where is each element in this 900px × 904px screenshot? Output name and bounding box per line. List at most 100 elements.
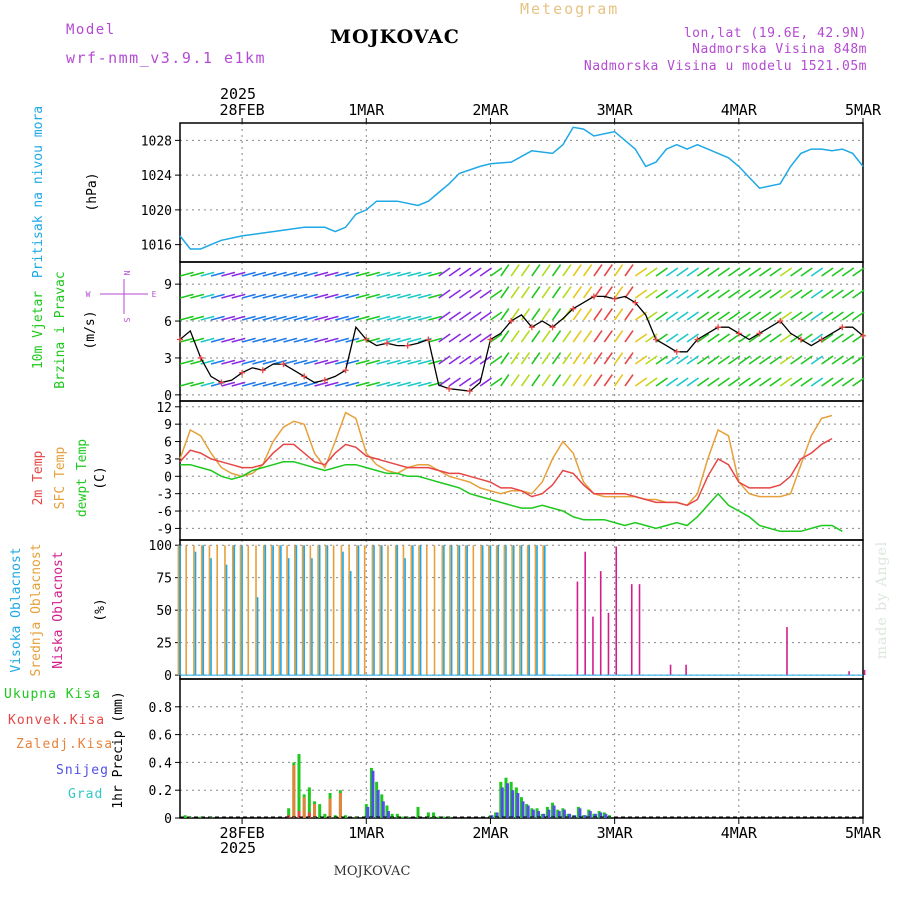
wind-gust-marker [590,293,597,300]
wind-barb [179,293,194,299]
wind-barb [241,271,256,277]
wind-barb [303,337,318,343]
wind-barb [438,377,451,387]
y-tick-label: 100 [149,539,172,554]
y-tick-label: 25 [156,637,172,652]
wind-barb [397,315,412,321]
wind-gust-marker [259,367,266,374]
wind-barb [759,377,772,387]
wind-barb [696,267,710,277]
wind-barb [759,311,772,321]
wind-barb [634,267,648,277]
wind-barb [179,271,194,277]
wind-barb [717,333,731,343]
wind-barb [593,264,603,277]
compass-south: S [122,318,131,323]
wind-barb [293,359,308,365]
wind-barb [593,374,603,387]
panel-pressure: 1016 1020 1024 1028 [141,122,864,263]
wind-barb [303,315,318,321]
year-top: 2025 [220,85,256,103]
y-tick-label: 0.6 [149,729,172,744]
day-label-bottom: 2MAR [472,824,509,842]
wind-barb [738,355,751,365]
wind-barb [469,267,482,277]
y-tick-label: 1016 [141,239,172,254]
wind-barb [376,315,391,321]
wind-barb [572,352,582,365]
wind-barb [696,311,710,321]
wind-barb [821,333,834,343]
wind-gust-marker [487,336,494,343]
y-tick-label: 12 [156,401,172,416]
wind-gust-marker [197,354,204,361]
wind-barb [200,271,215,277]
wind-gust-marker [218,379,225,386]
wind-gust-marker [508,318,515,325]
wind-barb [252,359,267,365]
wind-barb [438,267,451,277]
y-tick-label: -6 [156,505,172,520]
wind-barb [686,311,700,321]
wind-barb [655,267,668,277]
compass-west: W [86,290,91,299]
wind-barb [231,337,246,343]
wind-barb [624,374,634,387]
wind-barb [779,377,793,387]
wind-barb [696,289,710,299]
y-tick-label: 3 [164,352,172,367]
dewpt-temp-line [180,461,843,533]
product-title: Meteogram [520,0,619,18]
station-title: MOJKOVAC [330,26,460,48]
day-label-top: 28FEB [220,101,265,119]
wind-barb [790,267,803,277]
wind-barb [686,289,700,299]
wind-barb [438,289,451,299]
wind-barb [634,289,648,299]
wind-barb [603,374,613,387]
wind-barb [335,359,349,365]
wind-barb [407,315,422,321]
wind-barb [707,289,720,299]
wind-barb [624,352,634,365]
wind-barb [759,289,772,299]
wind-barb [479,267,493,277]
wind-barb [417,271,432,277]
wind-gust-marker [818,336,825,343]
wind-barb [283,271,298,277]
compass-north: N [122,271,131,276]
wind-barb [686,377,700,387]
wind-barb [738,311,751,321]
wind-barb [707,333,720,343]
wind-barb [634,355,648,365]
day-label-bottom: 1MAR [348,824,385,842]
wind-gust-marker [383,340,390,347]
wind-barb [448,289,461,299]
wind-barb [438,333,451,343]
wind-barb [738,333,751,343]
wind-barb [541,308,551,321]
wind-barb [551,308,562,321]
wind-barb [593,330,603,343]
wind-barb [272,271,287,277]
wind-barb [852,267,865,277]
wind-barb [314,359,329,365]
wind-barb [613,264,624,277]
wind-barb [355,271,370,277]
cloud-high-label: Visoka Oblacnost [9,547,24,672]
wind-barb [655,355,668,365]
wind-barb [665,355,679,365]
day-label-bottom: 4MAR [721,824,758,842]
wind-gust-marker [839,324,846,331]
wind-label-2: Brzina i Pravac [53,271,68,388]
wind-gust-marker [425,336,432,343]
wind-barb [582,374,593,387]
wind-barb [366,381,381,387]
wind-barb [210,359,225,365]
wind-barb [717,355,731,365]
wind-gust-marker [528,324,535,331]
wind-barb [593,352,603,365]
wind-gust-marker [404,342,411,349]
wind-gust-marker [715,324,722,331]
wind-barb [728,377,741,387]
